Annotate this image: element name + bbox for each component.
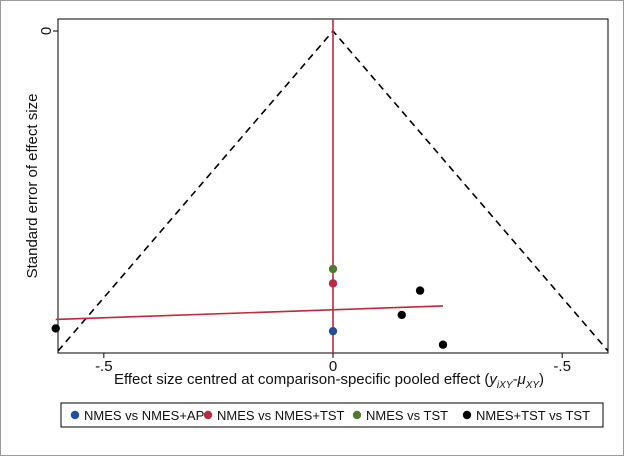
data-point	[415, 286, 425, 295]
y-tick-label: 0	[38, 27, 55, 35]
y-axis-title: Standard error of effect size	[24, 94, 41, 279]
legend-box	[60, 402, 604, 428]
y-axis-ticks: 0	[38, 27, 58, 35]
x-tick-label: -.5	[95, 358, 113, 375]
legend-marker	[70, 410, 80, 420]
data-point	[328, 279, 338, 288]
legend-label: NMES+TST vs TST	[476, 408, 590, 423]
data-point	[51, 324, 60, 333]
x-tick-label: -.5	[553, 358, 571, 375]
data-point	[438, 340, 448, 349]
legend-marker	[352, 410, 362, 420]
x-tick-label: 0	[329, 358, 337, 375]
data-point	[328, 264, 338, 274]
legend-marker	[462, 410, 472, 420]
data-points	[51, 264, 448, 349]
legend-label: NMES vs NMES+TST	[217, 408, 345, 423]
data-point	[397, 310, 406, 320]
data-point	[328, 326, 338, 336]
x-axis-title: Effect size centred at comparison-specif…	[114, 371, 544, 391]
regression-line	[55, 305, 444, 321]
legend-marker	[203, 410, 213, 420]
legend-label: NMES vs NMES+AP	[84, 408, 204, 423]
x-axis-ticks: -.5 0 -.5	[95, 353, 571, 375]
legend-label: NMES vs TST	[366, 408, 448, 423]
legend: NMES vs NMES+AP NMES vs NMES+TST NMES vs T…	[70, 408, 590, 423]
